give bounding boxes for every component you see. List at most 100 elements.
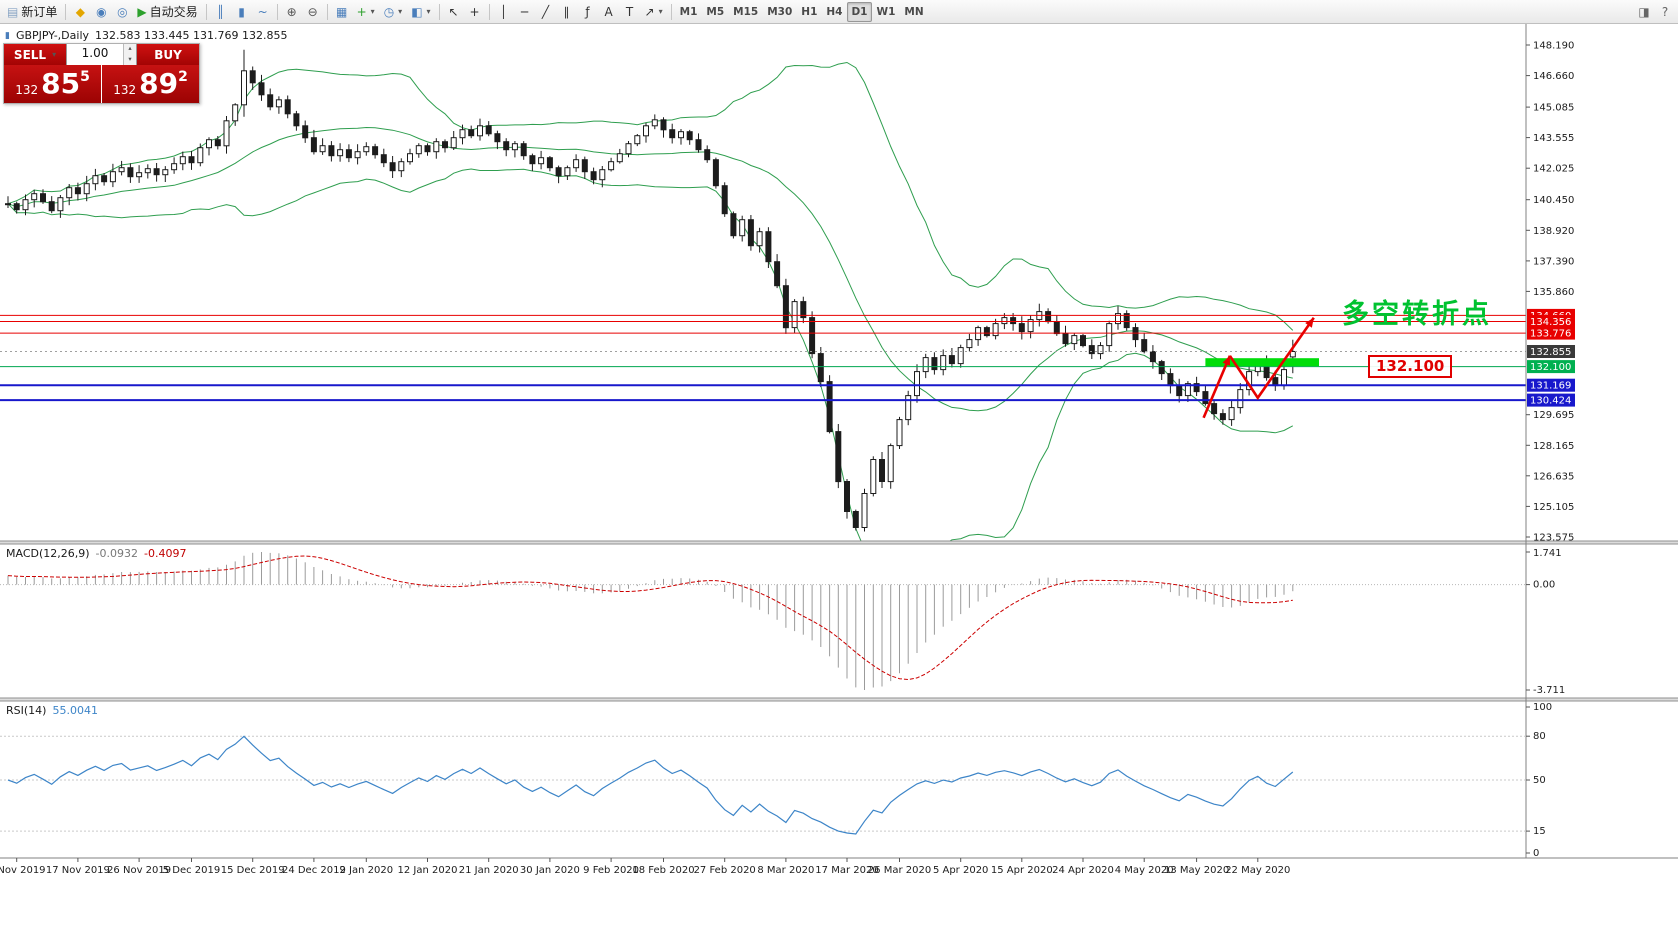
trendline-button[interactable]: ╱ bbox=[536, 2, 556, 22]
candlestick-series bbox=[5, 49, 1296, 532]
new-order-button[interactable]: ▤ 新订单 bbox=[3, 2, 61, 22]
macd-signal-value: -0.4097 bbox=[144, 547, 187, 560]
sell-price-button[interactable]: 132 85 5 bbox=[4, 65, 101, 103]
horizontal-line-button[interactable]: ─ bbox=[515, 2, 535, 22]
buy-price-main: 89 bbox=[139, 67, 179, 100]
timeframe-mn-button[interactable]: MN bbox=[904, 5, 924, 18]
zoom-out-icon: ⊖ bbox=[307, 4, 318, 19]
time-label: 27 Feb 2020 bbox=[694, 865, 756, 876]
tile-windows-icon: ▦ bbox=[335, 4, 348, 19]
price-badge bbox=[1527, 345, 1575, 358]
timeframe-d1-button[interactable]: D1 bbox=[847, 1, 872, 22]
turning-point-annotation[interactable]: 多空转折点 bbox=[1342, 299, 1492, 330]
equidistant-channel-button[interactable]: ∥ bbox=[557, 2, 577, 22]
text-label-button[interactable]: T bbox=[620, 2, 640, 22]
sell-price-main: 85 bbox=[41, 67, 81, 100]
periods-icon: ◷ bbox=[383, 4, 395, 19]
zoom-in-button[interactable]: ⊕ bbox=[282, 2, 302, 22]
fibonacci-button[interactable]: ƒ bbox=[578, 2, 598, 22]
timeframe-w1-button[interactable]: W1 bbox=[876, 5, 896, 18]
candlestick-chart-icon: ▮ bbox=[238, 4, 245, 19]
price-tick: 145.085 bbox=[1533, 103, 1574, 114]
macd-indicator: 1.741 0.00 -3.711 bbox=[0, 548, 1565, 696]
navigator-icon: ◎ bbox=[117, 4, 128, 19]
time-label: 15 Apr 2020 bbox=[991, 865, 1053, 876]
time-label: 18 Feb 2020 bbox=[632, 865, 694, 876]
volume-input[interactable]: 1.00 ▴ ▾ bbox=[66, 44, 137, 65]
macd-histogram bbox=[7, 552, 1294, 690]
price-axis[interactable]: 148.190 146.660 145.085 143.555 142.025 140.4… bbox=[1525, 24, 1575, 858]
sell-dropdown-icon[interactable]: ▾ bbox=[52, 50, 57, 59]
buy-price-button[interactable]: 132 89 2 bbox=[102, 65, 199, 103]
price-tick: 135.860 bbox=[1533, 287, 1574, 298]
time-label: 26 Nov 2019 bbox=[107, 865, 171, 876]
new-order-label: 新订单 bbox=[21, 5, 58, 19]
sell-button[interactable]: SELL ▾ bbox=[4, 44, 66, 65]
support-zone-object[interactable] bbox=[1205, 358, 1319, 367]
templates-button[interactable]: ◧ ▾ bbox=[407, 2, 434, 22]
price-tick: 143.555 bbox=[1533, 133, 1574, 144]
panel-splitter[interactable] bbox=[0, 541, 1678, 544]
candlestick-chart-button[interactable]: ▮ bbox=[232, 2, 252, 22]
navigator-button[interactable]: ◎ bbox=[112, 2, 132, 22]
timeframe-m30-button[interactable]: M30 bbox=[767, 5, 793, 18]
time-label: 12 Jan 2020 bbox=[398, 865, 458, 876]
help-search-button[interactable]: ? bbox=[1655, 2, 1675, 22]
rsi-indicator: 100 80 50 15 0 bbox=[0, 702, 1552, 859]
trend-arrow-objects[interactable] bbox=[1202, 317, 1315, 419]
autotrading-icon: ▶ bbox=[137, 4, 147, 19]
text-button[interactable]: A bbox=[599, 2, 619, 22]
toolbar-separator bbox=[205, 3, 207, 20]
time-label: 30 Jan 2020 bbox=[520, 865, 580, 876]
indicators-button[interactable]: + ▾ bbox=[353, 2, 379, 22]
price-badge bbox=[1527, 378, 1575, 392]
timeframe-h1-button[interactable]: H1 bbox=[801, 5, 818, 18]
templates-caret-icon[interactable]: ▾ bbox=[426, 7, 431, 16]
indicators-caret-icon[interactable]: ▾ bbox=[370, 7, 375, 16]
toolbar-separator bbox=[488, 3, 490, 20]
rsi-value: 55.0041 bbox=[52, 704, 98, 717]
timeframe-m5-button[interactable]: M5 bbox=[706, 5, 725, 18]
macd-axis-tick: 1.741 bbox=[1533, 548, 1562, 559]
volume-decrease-button[interactable]: ▾ bbox=[124, 54, 136, 65]
price-tick: 123.575 bbox=[1533, 533, 1574, 544]
panel-splitter[interactable] bbox=[0, 698, 1678, 701]
market-watch-button[interactable]: ◉ bbox=[91, 2, 111, 22]
bar-chart-icon: ║ bbox=[216, 4, 225, 19]
price-tick: 126.635 bbox=[1533, 471, 1574, 482]
time-label: 24 Apr 2020 bbox=[1052, 865, 1114, 876]
price-badge-text: 130.424 bbox=[1530, 396, 1571, 407]
bb-middle bbox=[7, 126, 1293, 412]
bar-chart-button[interactable]: ║ bbox=[211, 2, 231, 22]
macd-axis-tick: -3.711 bbox=[1533, 685, 1565, 696]
price-tick: 137.390 bbox=[1533, 256, 1574, 267]
periods-caret-icon[interactable]: ▾ bbox=[398, 7, 403, 16]
sell-price-pip: 5 bbox=[80, 69, 90, 85]
periods-button[interactable]: ◷ ▾ bbox=[380, 2, 407, 22]
arrows-button[interactable]: ↗ ▾ bbox=[641, 2, 667, 22]
arrows-caret-icon[interactable]: ▾ bbox=[658, 7, 663, 16]
rsi-line bbox=[7, 735, 1294, 835]
cursor-button[interactable]: ↖ bbox=[444, 2, 464, 22]
vertical-line-button[interactable]: │ bbox=[494, 2, 514, 22]
timeframe-h4-button[interactable]: H4 bbox=[826, 5, 843, 18]
buy-button[interactable]: BUY bbox=[137, 44, 199, 65]
price-level-label[interactable]: 132.100 bbox=[1368, 355, 1453, 378]
zoom-out-button[interactable]: ⊖ bbox=[303, 2, 323, 22]
time-label: 5 Apr 2020 bbox=[933, 865, 988, 876]
line-chart-button[interactable]: ~ bbox=[253, 2, 273, 22]
docking-button[interactable]: ◨ bbox=[1634, 2, 1654, 22]
timeframe-m15-button[interactable]: M15 bbox=[733, 5, 759, 18]
time-label: 21 Jan 2020 bbox=[459, 865, 519, 876]
timeframe-m1-button[interactable]: M1 bbox=[679, 5, 698, 18]
horizontal-line-objects[interactable] bbox=[0, 314, 1526, 402]
volume-increase-button[interactable]: ▴ bbox=[124, 44, 136, 55]
price-tick: 142.025 bbox=[1533, 164, 1574, 175]
rsi-axis-tick: 50 bbox=[1533, 775, 1546, 786]
tile-windows-button[interactable]: ▦ bbox=[332, 2, 352, 22]
crosshair-button[interactable]: + bbox=[465, 2, 485, 22]
autotrading-button[interactable]: ▶ 自动交易 bbox=[133, 2, 201, 22]
metaeditor-button[interactable]: ◆ bbox=[70, 2, 90, 22]
